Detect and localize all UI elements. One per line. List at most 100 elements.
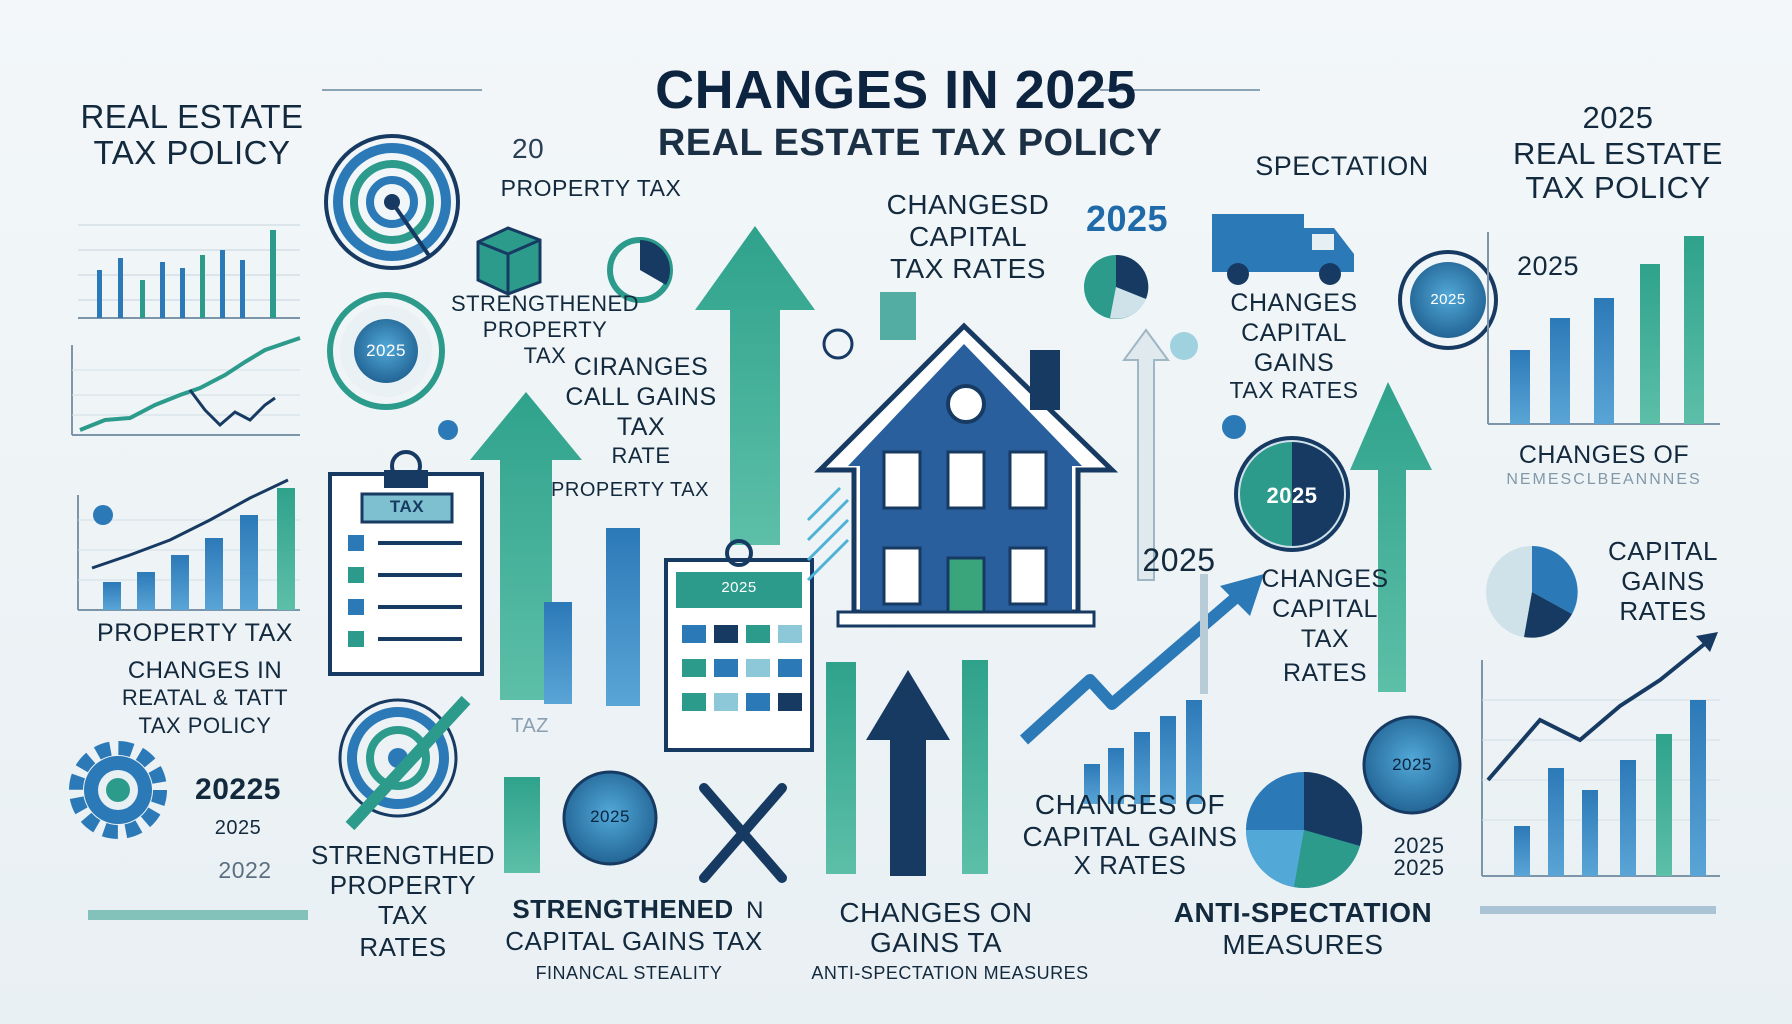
gear-icon (69, 741, 167, 839)
package-icon (476, 226, 542, 296)
right-bar-chart-bottom (1481, 632, 1720, 877)
bar-under-house-1 (826, 662, 856, 874)
label-anti-spec-2: MEASURES (1222, 929, 1384, 960)
label-changes-mid-3: TAX (1300, 625, 1350, 653)
cloud-icon (1170, 332, 1198, 360)
right-heading-year: 2025 (1582, 100, 1654, 135)
label-strengthed-3: TAX (377, 900, 429, 930)
label-taz-fragment: TAZ (511, 715, 549, 737)
badge-circle-left (327, 292, 445, 410)
badge-circle-bottom-right (1362, 715, 1462, 815)
label-year-gear-3: 2022 (218, 857, 272, 883)
label-changes-in-left-2: REATAL & TATT (121, 685, 289, 710)
label-changes-mid-4: RATES (1283, 659, 1367, 687)
clipboard-tax-tag: TAX (389, 497, 425, 516)
small-green-block (880, 292, 916, 340)
label-changes-of-cg-2: CAPITAL GAINS (1022, 821, 1238, 852)
left-bar-chart-top (78, 224, 300, 319)
label-capital-top: CAPITAL (908, 221, 1028, 252)
label-changes-call-2: CALL GAINS (565, 383, 717, 411)
arrow-up-left (470, 392, 582, 700)
label-strengthed-2: PROPERTY (329, 870, 477, 900)
label-changes-of-right-blur: NEMESCLBEANNNES (1506, 471, 1702, 488)
label-changes-of-right: CHANGES OF (1518, 441, 1690, 469)
pie-chart-top (1084, 254, 1149, 319)
left-bar-chart-bottom (77, 478, 300, 611)
badge-year-left: 2025 (366, 341, 406, 360)
target-icon-top (324, 134, 460, 270)
right-heading-2: TAX POLICY (1525, 170, 1711, 205)
label-changes-right-4: TAX RATES (1229, 377, 1359, 403)
label-chart-right-year: 2025 (1516, 251, 1580, 281)
bar-mid-3 (504, 777, 540, 873)
label-strengthened-cg-2: CAPITAL GAINS TAX (505, 926, 763, 956)
label-changes-on-2: GAINS TA (869, 927, 1003, 958)
label-strengthed-4: RATES (359, 932, 447, 962)
label-property-tax-left: PROPERTY TAX (97, 619, 293, 647)
arrow-under-house (866, 670, 950, 876)
label-spectation: SPECTATION (1255, 151, 1429, 181)
chart-circle-small (607, 237, 673, 303)
x-mark-icon (699, 783, 787, 883)
label-tax-rates-top: TAX RATES (890, 253, 1046, 284)
bar-under-house-2 (962, 660, 988, 874)
badge-circle-bottom-left (562, 770, 658, 866)
label-changes-of-cg-1: CHANGES OF (1034, 789, 1226, 820)
left-heading-2: TAX POLICY (93, 134, 291, 171)
label-year-br-1: 2025 (1393, 833, 1445, 858)
label-year-gear-2: 2025 (214, 817, 262, 839)
label-changes-call-1: CIRANGES (573, 353, 709, 381)
pie-chart-bottom (1246, 771, 1363, 888)
badge-year-center-right: 2025 (1266, 483, 1318, 508)
left-bottom-strip (88, 910, 308, 920)
subtitle-fragment: 20 (512, 133, 545, 164)
label-strengthened-3: TAX (523, 343, 567, 368)
leaf-icon (822, 328, 854, 360)
house-icon (813, 322, 1119, 628)
left-line-chart (71, 336, 301, 436)
label-anti-spec-1: ANTI-SPECTATION (1173, 897, 1433, 928)
label-changes-in-left-3: TAX POLICY (138, 713, 272, 738)
bars-bottom-center-right (1084, 700, 1202, 804)
label-property-tax-mid: PROPERTY TAX (551, 479, 709, 501)
right-bottom-strip (1480, 906, 1716, 914)
calendar-year: 2025 (721, 579, 757, 596)
target-icon-bottom (338, 695, 471, 831)
arrow-up-right (1350, 382, 1432, 692)
arrow-up-center (695, 226, 815, 545)
label-financal-stability: FINANCAL STEALITY (535, 963, 723, 983)
bar-mid-2 (606, 528, 640, 706)
title-rule-left (322, 89, 482, 91)
dot-icon-left (438, 420, 458, 440)
badge-circle-center-right (1234, 436, 1350, 552)
left-heading-1: REAL ESTATE (80, 98, 304, 135)
label-anti-specation-small: ANTI-SPECTATION MEASURES (811, 963, 1089, 983)
label-strengthened-cg-1: STRENGTHENED (512, 894, 734, 924)
trend-arrow-icon (1019, 574, 1264, 745)
label-changes-in-left-1: CHANGES IN (127, 657, 283, 684)
arrow-thin-right (1122, 328, 1170, 581)
bar-mid-1 (544, 602, 572, 704)
label-capital-gains-1: CAPITAL (1608, 536, 1718, 566)
label-strengthed-1: STRENGTHED (310, 840, 496, 870)
label-year-mid: 2025 (1142, 542, 1216, 578)
page-subtitle: REAL ESTATE TAX POLICY (657, 122, 1163, 164)
label-year-gear-1: 20225 (195, 773, 281, 806)
label-capital-gains-2: GAINS (1621, 566, 1705, 596)
dot-icon (1222, 415, 1246, 439)
truck-icon (1212, 214, 1354, 285)
title-rule-right (1100, 89, 1260, 91)
label-strengthened-1: STRENGTHENED (450, 291, 640, 316)
right-bar-chart-top (1487, 232, 1720, 425)
label-changes-call-4: RATE (611, 443, 671, 468)
label-changes-right-3: GAINS (1253, 349, 1335, 377)
bracket-line (1200, 574, 1208, 694)
label-changes-right-2: CAPITAL (1241, 319, 1347, 347)
label-year-top: 2025 (1085, 198, 1169, 239)
label-changes-mid-1: CHANGES (1261, 565, 1389, 593)
label-capital-gains-3: RATES (1619, 596, 1707, 626)
badge-year-bottom-left: 2025 (590, 807, 630, 826)
label-changes-mid-2: CAPITAL (1272, 595, 1378, 623)
label-year-br-2: 2025 (1393, 855, 1445, 880)
